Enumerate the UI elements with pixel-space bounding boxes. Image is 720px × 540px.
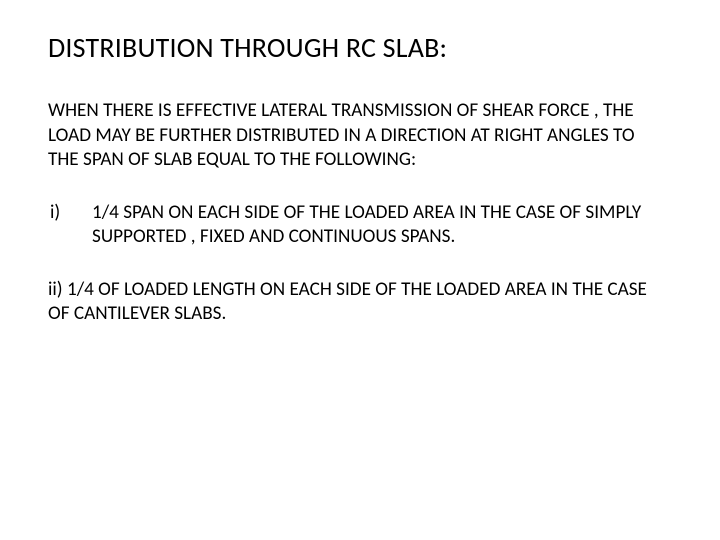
list-item-2: ii) 1/4 OF LOADED LENGTH ON EACH SIDE OF… [48, 278, 663, 327]
slide-title: DISTRIBUTION THROUGH RC SLAB: [48, 30, 672, 65]
list-item-1-text: 1/4 SPAN ON EACH SIDE OF THE LOADED AREA… [92, 201, 657, 250]
list-marker-1: i) [48, 201, 92, 250]
list-item-2-text: 1/4 OF LOADED LENGTH ON EACH SIDE OF THE… [48, 278, 647, 326]
list-marker-2: ii) [48, 278, 63, 301]
intro-paragraph: WHEN THERE IS EFFECTIVE LATERAL TRANSMIS… [48, 99, 663, 173]
list-container: i) 1/4 SPAN ON EACH SIDE OF THE LOADED A… [48, 201, 672, 327]
list-item-1: i) 1/4 SPAN ON EACH SIDE OF THE LOADED A… [48, 201, 672, 250]
